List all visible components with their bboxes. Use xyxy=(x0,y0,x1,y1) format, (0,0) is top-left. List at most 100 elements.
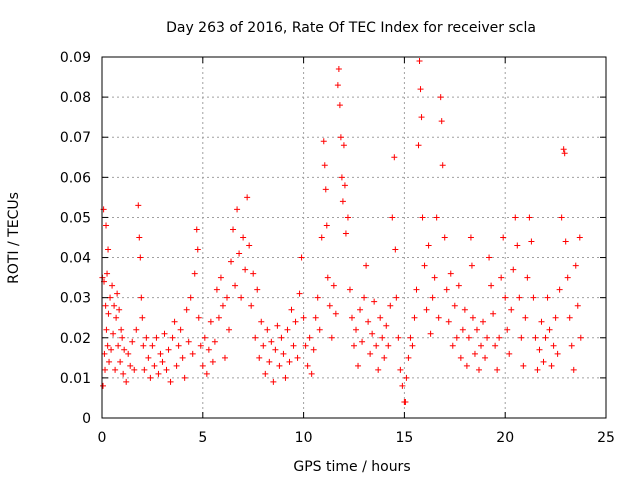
data-point xyxy=(568,342,575,349)
data-point xyxy=(290,342,297,349)
data-point xyxy=(478,342,485,349)
data-point xyxy=(213,286,220,293)
data-point xyxy=(324,274,331,281)
y-tick-labels: 0 0.01 0.02 0.03 0.04 0.05 0.06 0.07 0.08 0.09 xyxy=(60,50,91,427)
data-point xyxy=(298,254,305,261)
data-point xyxy=(538,318,545,325)
data-point xyxy=(244,194,251,201)
data-point xyxy=(185,338,192,345)
data-point xyxy=(463,362,470,369)
data-point xyxy=(193,226,200,233)
data-point xyxy=(423,306,430,313)
data-point xyxy=(137,254,144,261)
data-point xyxy=(371,298,378,305)
data-point xyxy=(337,134,344,141)
y-tick-label: 0.06 xyxy=(60,170,91,186)
data-point xyxy=(560,146,567,153)
data-point xyxy=(407,334,414,341)
data-point xyxy=(465,334,472,341)
data-point xyxy=(395,334,402,341)
data-point xyxy=(532,334,539,341)
x-axis-label: GPS time / hours xyxy=(293,459,410,475)
data-point xyxy=(363,262,370,269)
data-point xyxy=(469,314,476,321)
data-point xyxy=(334,82,341,89)
x-tick-label: 20 xyxy=(496,430,514,446)
data-point xyxy=(107,294,114,301)
data-point xyxy=(294,354,301,361)
data-point xyxy=(514,242,521,249)
x-tick-label: 25 xyxy=(597,430,615,446)
data-point xyxy=(320,138,327,145)
data-point xyxy=(112,366,119,373)
data-point xyxy=(284,326,291,333)
data-point xyxy=(403,374,410,381)
data-point xyxy=(136,234,143,241)
y-axis-label: ROTI / TECUs xyxy=(6,192,22,284)
data-point xyxy=(159,358,166,365)
data-point xyxy=(104,270,111,277)
data-point xyxy=(111,302,118,309)
data-point xyxy=(336,102,343,109)
data-point xyxy=(139,314,146,321)
data-point xyxy=(246,242,253,249)
data-point xyxy=(369,330,376,337)
data-point xyxy=(443,286,450,293)
data-point xyxy=(296,290,303,297)
y-tick-label: 0.09 xyxy=(60,50,91,66)
x-tick-labels: 0 5 10 15 20 25 xyxy=(98,430,615,446)
data-point xyxy=(179,354,186,361)
data-point xyxy=(405,354,412,361)
data-point xyxy=(223,294,230,301)
data-point xyxy=(328,334,335,341)
data-point xyxy=(102,366,109,373)
data-point xyxy=(393,294,400,301)
data-point xyxy=(332,310,339,317)
data-point xyxy=(520,362,527,369)
data-point xyxy=(500,234,507,241)
data-point xyxy=(226,326,233,333)
data-point xyxy=(415,142,422,149)
data-point xyxy=(221,354,228,361)
data-point xyxy=(292,318,299,325)
data-point xyxy=(103,222,110,229)
data-point xyxy=(238,294,245,301)
data-point xyxy=(391,154,398,161)
data-point xyxy=(268,338,275,345)
data-point xyxy=(219,302,226,309)
data-point xyxy=(540,358,547,365)
data-point xyxy=(120,370,127,377)
data-point xyxy=(438,118,445,125)
data-point xyxy=(304,362,311,369)
data-point xyxy=(276,362,283,369)
x-tick-label: 15 xyxy=(395,430,413,446)
data-point xyxy=(528,238,535,245)
data-point xyxy=(274,322,281,329)
data-point xyxy=(155,370,162,377)
data-point xyxy=(411,314,418,321)
data-point xyxy=(173,362,180,369)
data-point xyxy=(258,318,265,325)
data-point xyxy=(143,334,150,341)
data-point xyxy=(135,202,142,209)
data-point xyxy=(240,234,247,241)
data-point xyxy=(288,306,295,313)
data-point xyxy=(399,382,406,389)
data-point xyxy=(211,338,218,345)
data-point xyxy=(455,282,462,289)
data-point xyxy=(215,314,222,321)
data-point xyxy=(392,246,399,253)
data-point xyxy=(234,206,241,213)
data-point xyxy=(140,342,147,349)
data-point xyxy=(357,306,364,313)
data-point xyxy=(300,314,307,321)
data-point xyxy=(338,174,345,181)
data-point xyxy=(351,342,357,349)
data-point xyxy=(262,370,269,377)
data-point xyxy=(310,346,317,353)
data-point xyxy=(308,370,315,377)
data-point xyxy=(490,310,497,317)
data-point xyxy=(278,334,285,341)
data-point xyxy=(194,246,201,253)
data-point xyxy=(118,326,125,333)
